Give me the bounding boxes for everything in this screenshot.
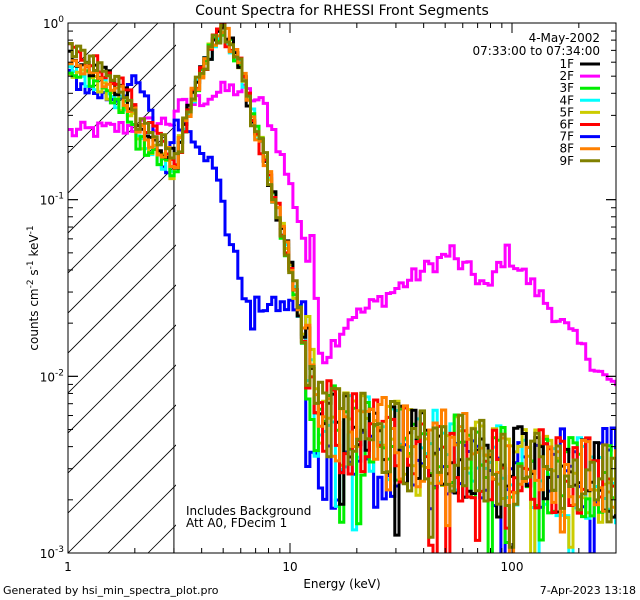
hatch-line [68, 364, 176, 474]
series-layer [68, 23, 616, 553]
annotation-attenuator: Att A0, FDecim 1 [186, 516, 287, 530]
x-axis-label: Energy (keV) [303, 577, 380, 591]
legend-label: 9F [559, 154, 574, 168]
legend-label: 2F [559, 69, 574, 83]
x-axis-ticks: 1 10 100 [64, 23, 580, 574]
hatch-line [68, 444, 176, 553]
hatch-line [68, 84, 176, 194]
hatch-line [68, 23, 119, 74]
chart-title: Count Spectra for RHESSI Front Segments [195, 3, 489, 19]
y-axis-ticks: 100 10-1 10-2 10-3 [40, 15, 616, 561]
x-tick-label: 100 [501, 560, 524, 574]
hatch-line [68, 404, 176, 514]
x-tick-label: 1 [64, 560, 72, 574]
footer-timestamp: 7-Apr-2023 13:18 [540, 584, 636, 597]
legend-label: 4F [559, 93, 574, 107]
footer-generator: Generated by hsi_min_spectra_plot.pro [3, 584, 219, 597]
legend-label: 1F [559, 57, 574, 71]
legend-label: 8F [559, 142, 574, 156]
y-tick-label: 10-2 [40, 368, 64, 384]
legend-label: 7F [559, 130, 574, 144]
legend-time-range: 07:33:00 to 07:34:00 [473, 44, 600, 58]
spectrum-line-2F [68, 80, 616, 387]
legend-label: 5F [559, 105, 574, 119]
x-tick-label: 10 [282, 560, 297, 574]
y-tick-label: 10-3 [40, 545, 64, 561]
y-tick-label: 10-1 [40, 192, 64, 208]
spectrum-line-9F [68, 23, 616, 549]
y-tick-label: 100 [43, 15, 64, 31]
legend-label: 3F [559, 81, 574, 95]
annotation-background: Includes Background [186, 504, 311, 518]
hatch-line [68, 44, 176, 154]
legend-date: 4-May-2002 [529, 31, 600, 45]
legend-label: 6F [559, 118, 574, 132]
hatch-line [68, 244, 176, 354]
plot-frame [67, 22, 617, 554]
y-axis-label: counts cm-2 s-1 keV-1 [26, 225, 41, 350]
hatch-line [68, 124, 176, 234]
hatch-line [68, 204, 176, 314]
